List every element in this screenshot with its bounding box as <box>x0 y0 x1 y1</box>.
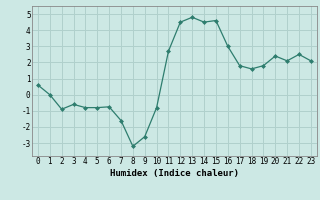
X-axis label: Humidex (Indice chaleur): Humidex (Indice chaleur) <box>110 169 239 178</box>
